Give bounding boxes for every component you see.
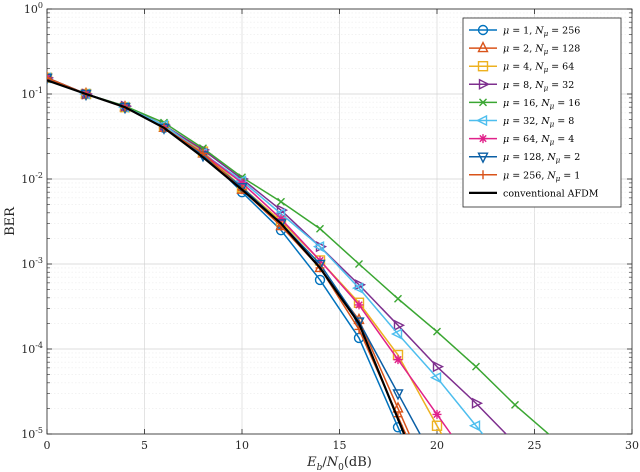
series-6-point-10 xyxy=(432,409,442,419)
series-5-point-11 xyxy=(468,420,481,432)
legend-swatch-marker xyxy=(477,24,489,36)
series-5-point-6 xyxy=(273,208,286,220)
y-tick-label: 10-4 xyxy=(21,341,43,356)
y-tick-label: 10-3 xyxy=(21,256,43,271)
legend-entry-6: μ = 64, Nμ = 4 xyxy=(469,134,574,147)
series-line-9 xyxy=(47,79,406,434)
series-2-point-10 xyxy=(431,420,443,431)
legend-swatch-marker xyxy=(478,78,491,90)
legend-entry-5: μ = 32, Nμ = 8 xyxy=(469,114,574,129)
series-6-point-6 xyxy=(276,214,286,224)
series-8-point-0 xyxy=(47,73,52,83)
y-tick-label: 10-2 xyxy=(21,171,43,186)
legend-label-1: μ = 2, Nμ = 128 xyxy=(503,44,580,57)
y-tick-label: 10-1 xyxy=(21,86,43,101)
legend-label-7: μ = 128, Nμ = 2 xyxy=(503,152,580,165)
legend-entry-7: μ = 128, Nμ = 2 xyxy=(469,152,580,165)
series-5-point-9 xyxy=(390,328,403,340)
legend-label-6: μ = 64, Nμ = 4 xyxy=(503,134,574,147)
legend-swatch-marker xyxy=(477,152,489,164)
series-5-point-7 xyxy=(312,241,325,253)
x-tick-label: 15 xyxy=(333,439,347,452)
y-tick-label: 10-5 xyxy=(21,426,43,441)
series-3-point-7 xyxy=(315,241,328,253)
legend-swatch-marker xyxy=(478,170,488,180)
legend-label-2: μ = 4, Nμ = 64 xyxy=(503,62,574,75)
legend-entry-2: μ = 4, Nμ = 64 xyxy=(469,61,574,75)
series-0-point-7 xyxy=(314,274,326,286)
series-6-point-5 xyxy=(237,178,247,188)
series-4-point-9 xyxy=(394,294,402,303)
legend-label-5: μ = 32, Nμ = 8 xyxy=(503,116,574,129)
series-4-point-11 xyxy=(472,362,480,371)
series-3-point-11 xyxy=(471,397,484,409)
legend-swatch-marker xyxy=(477,41,489,53)
legend-entry-1: μ = 2, Nμ = 128 xyxy=(469,41,580,57)
x-tick-label: 30 xyxy=(625,439,639,452)
legend-label-0: μ = 1, Nμ = 256 xyxy=(503,26,580,39)
series-line-4 xyxy=(47,77,550,434)
legend-swatch-marker xyxy=(477,61,489,72)
axes: 0 5 10 15 20 25 30 100 10-1 10-2 10-3 10-4 10-5 xyxy=(21,1,639,452)
legend-entry-8: μ = 256, Nμ = 1 xyxy=(469,170,580,183)
legend-label-4: μ = 16, Nμ = 16 xyxy=(503,98,580,111)
series-4-point-10 xyxy=(433,327,441,336)
series-1-point-9 xyxy=(392,401,404,413)
y-tick-label: 100 xyxy=(24,1,43,16)
legend-swatch-marker xyxy=(478,134,488,144)
series-group xyxy=(47,70,550,434)
legend-label-3: μ = 8, Nμ = 32 xyxy=(503,80,574,93)
legend-swatch-marker xyxy=(475,114,488,127)
legend-entry-0: μ = 1, Nμ = 256 xyxy=(469,24,580,39)
legend-entry-3: μ = 8, Nμ = 32 xyxy=(469,78,574,93)
x-axis-label: Eb/N0(dB) xyxy=(306,455,372,472)
legend-entry-4: μ = 16, Nμ = 16 xyxy=(469,98,580,111)
series-6-point-8 xyxy=(354,300,364,310)
y-axis-label: BER xyxy=(3,206,18,236)
series-5-point-8 xyxy=(351,282,364,294)
series-4-point-12 xyxy=(511,400,519,409)
legend-swatch-marker xyxy=(479,98,487,107)
legend-label-8: μ = 256, Nμ = 1 xyxy=(503,170,580,183)
series-3-point-9 xyxy=(393,319,406,331)
legend: μ = 1, Nμ = 256 μ = 2, Nμ = 128 μ = 4, Nμ … xyxy=(462,17,622,208)
series-4-point-7 xyxy=(316,224,324,233)
series-7-point-9 xyxy=(392,389,404,401)
legend-label-9: conventional AFDM xyxy=(503,188,599,199)
legend-entry-9: conventional AFDM xyxy=(469,188,599,199)
series-6-point-9 xyxy=(393,355,403,365)
x-tick-label: 20 xyxy=(430,439,444,452)
series-7-point-8 xyxy=(353,317,365,329)
x-tick-label: 25 xyxy=(528,439,542,452)
series-5-point-10 xyxy=(429,372,442,384)
series-3-point-10 xyxy=(432,361,445,373)
series-9 xyxy=(47,79,406,434)
x-tick-label: 10 xyxy=(235,439,249,452)
series-4-point-8 xyxy=(355,260,363,268)
series-4-point-6 xyxy=(277,197,285,206)
x-tick-label: 0 xyxy=(44,439,51,452)
x-tick-label: 5 xyxy=(141,439,148,452)
